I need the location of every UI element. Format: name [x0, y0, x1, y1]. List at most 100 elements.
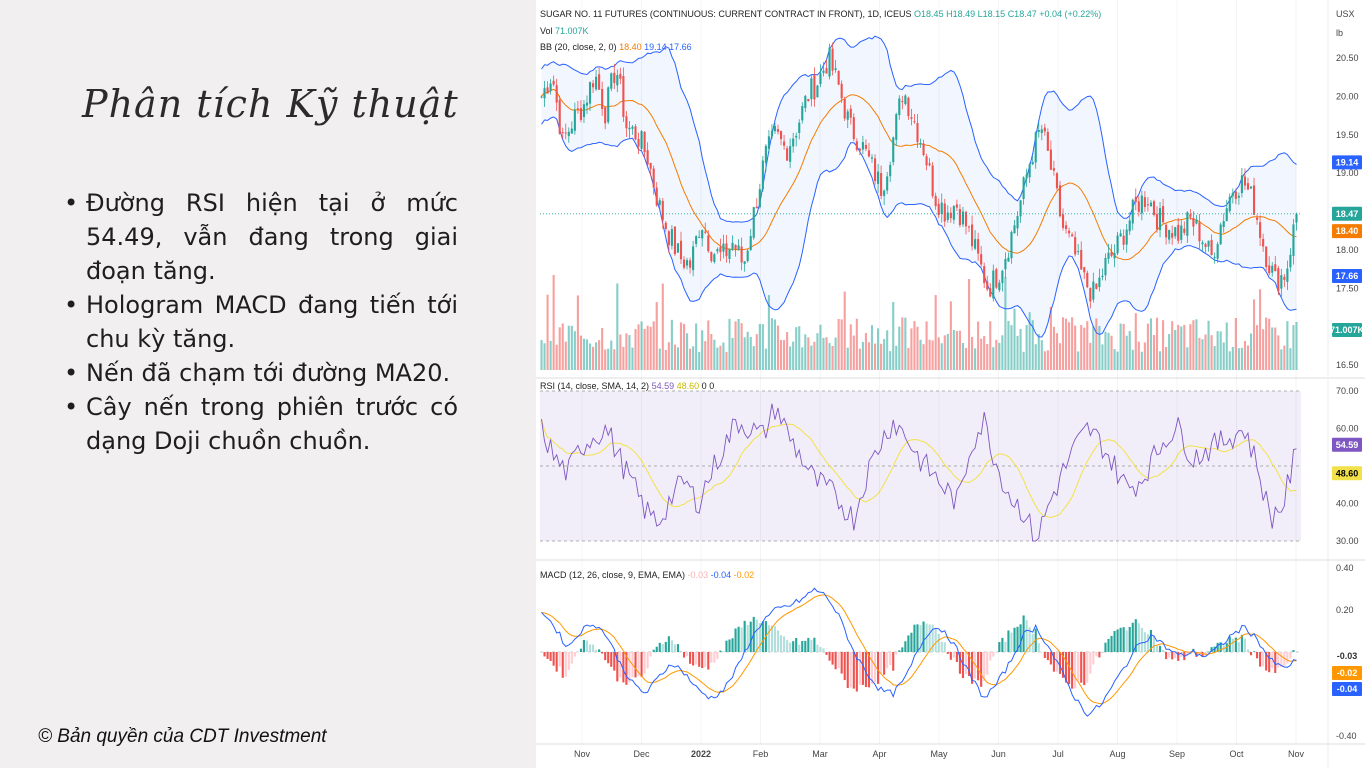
- macd-histogram-bar: [931, 624, 934, 652]
- volume-bar: [779, 339, 783, 370]
- rsi-line: [541, 403, 1297, 542]
- candle-body: [661, 200, 664, 221]
- macd-histogram-bar: [1286, 652, 1289, 664]
- macd-histogram-bar: [1134, 619, 1137, 652]
- chart-canvas[interactable]: SUGAR NO. 11 FUTURES (CONTINUOUS: CURREN…: [536, 0, 1365, 768]
- candle-body: [1171, 233, 1174, 238]
- macd-histogram-bar: [1171, 652, 1174, 660]
- candle-body: [816, 85, 819, 98]
- macd-histogram-bar: [1201, 652, 1204, 657]
- candle-body: [640, 131, 643, 149]
- macd-histogram-bar: [916, 624, 919, 652]
- volume-bar: [1113, 349, 1116, 370]
- candle-body: [789, 146, 792, 162]
- price-pane[interactable]: 20.5020.0019.5019.0018.5018.0017.5017.00…: [540, 35, 1365, 370]
- macd-hist-value: -0.03: [688, 570, 709, 580]
- candle-body: [1034, 132, 1037, 163]
- macd-histogram-bar: [552, 652, 555, 666]
- macd-histogram-bar: [1040, 651, 1043, 653]
- volume-bar: [910, 328, 913, 370]
- macd-histogram-bar: [904, 641, 907, 652]
- candle-body: [864, 145, 868, 149]
- candle-body: [916, 122, 919, 143]
- volume-badge-bg: [1332, 323, 1362, 337]
- bb-upper-badge: 19.14: [1336, 157, 1359, 167]
- candle-body: [952, 206, 955, 220]
- macd-histogram-bar: [622, 652, 625, 683]
- volume-bar: [995, 339, 998, 370]
- macd-histogram-bar: [1043, 652, 1046, 659]
- volume-bar: [798, 326, 801, 370]
- macd-histogram-bar: [1128, 626, 1131, 652]
- macd-histogram-bar: [1007, 630, 1010, 652]
- volume-bar: [731, 337, 734, 370]
- volume-bar: [946, 333, 949, 370]
- volume-bar: [561, 323, 564, 370]
- volume-bar: [986, 344, 989, 370]
- volume-bar: [570, 325, 573, 370]
- candle-body: [1058, 185, 1062, 217]
- volume-bar: [1098, 326, 1101, 370]
- volume-bar: [1225, 322, 1228, 370]
- candle-body: [1295, 213, 1298, 223]
- candle-body: [679, 240, 683, 260]
- volume-bar: [861, 341, 864, 370]
- macd-histogram-bar: [922, 621, 925, 652]
- macd-histogram-bar: [698, 652, 701, 667]
- macd-histogram-bar: [1058, 652, 1062, 674]
- volume-bar: [764, 348, 767, 370]
- candle-body: [873, 158, 877, 182]
- candle-body: [1104, 257, 1107, 276]
- volume-bar: [1246, 345, 1250, 370]
- macd-histogram-bar: [964, 652, 968, 675]
- volume-bar: [640, 321, 643, 370]
- volume-bar: [1180, 326, 1183, 370]
- macd-histogram-bar: [564, 652, 567, 677]
- candle-body: [701, 230, 704, 239]
- time-tick-label: Aug: [1109, 749, 1125, 759]
- volume-bar: [846, 347, 849, 370]
- candle-body: [1143, 197, 1146, 208]
- trading-chart[interactable]: SUGAR NO. 11 FUTURES (CONTINUOUS: CURREN…: [536, 0, 1365, 768]
- bullet-dot: •: [64, 359, 79, 387]
- candle-body: [1177, 224, 1180, 241]
- macd-pane[interactable]: 0.400.20-0.40-0.03-0.02-0.04: [540, 563, 1362, 741]
- volume-bar: [643, 328, 646, 370]
- candle-body: [1001, 270, 1004, 284]
- volume-bar: [1286, 321, 1289, 370]
- volume-bar: [631, 347, 634, 370]
- volume-bar: [1074, 325, 1077, 370]
- rsi-badge: 54.59: [1336, 440, 1359, 450]
- volume-bar: [719, 345, 722, 370]
- volume-bar: [919, 339, 922, 370]
- candle-body: [601, 88, 604, 110]
- macd-histogram-bar: [573, 652, 576, 657]
- macd-hist-badge: -0.03: [1337, 651, 1358, 661]
- volume-bar: [613, 349, 616, 370]
- volume-bar: [588, 343, 592, 370]
- volume-bar: [1207, 320, 1210, 370]
- macd-histogram-bar: [1240, 634, 1243, 652]
- rsi-pane[interactable]: 70.00 60.00 40.00 30.00 54.59 48.60: [540, 386, 1362, 546]
- candle-body: [637, 138, 640, 147]
- rsi-label: RSI (14, close, SMA, 14, 2): [540, 381, 649, 391]
- candle-body: [540, 96, 543, 98]
- volume-bar: [1277, 335, 1280, 370]
- candle-body: [604, 107, 607, 124]
- volume-bar: [1095, 318, 1098, 370]
- rsi-extra-2: 0: [709, 381, 714, 391]
- volume-bar: [1183, 324, 1186, 370]
- macd-histogram-bar: [846, 652, 849, 689]
- volume-bar: [1022, 351, 1025, 370]
- volume-bar: [1125, 335, 1128, 370]
- volume-bar: [692, 346, 695, 370]
- volume-bar: [1104, 331, 1107, 370]
- macd-histogram-bar: [843, 652, 846, 681]
- macd-histogram-bar: [970, 652, 974, 684]
- candle-body: [849, 108, 852, 118]
- volume-bar: [1216, 331, 1219, 370]
- volume-bar: [728, 318, 731, 370]
- candle-body: [1113, 253, 1116, 259]
- bullet-list: • Đường RSI hiện tại ở mức 54.49, vẫn đan…: [64, 186, 458, 458]
- volume-bar: [1262, 329, 1265, 370]
